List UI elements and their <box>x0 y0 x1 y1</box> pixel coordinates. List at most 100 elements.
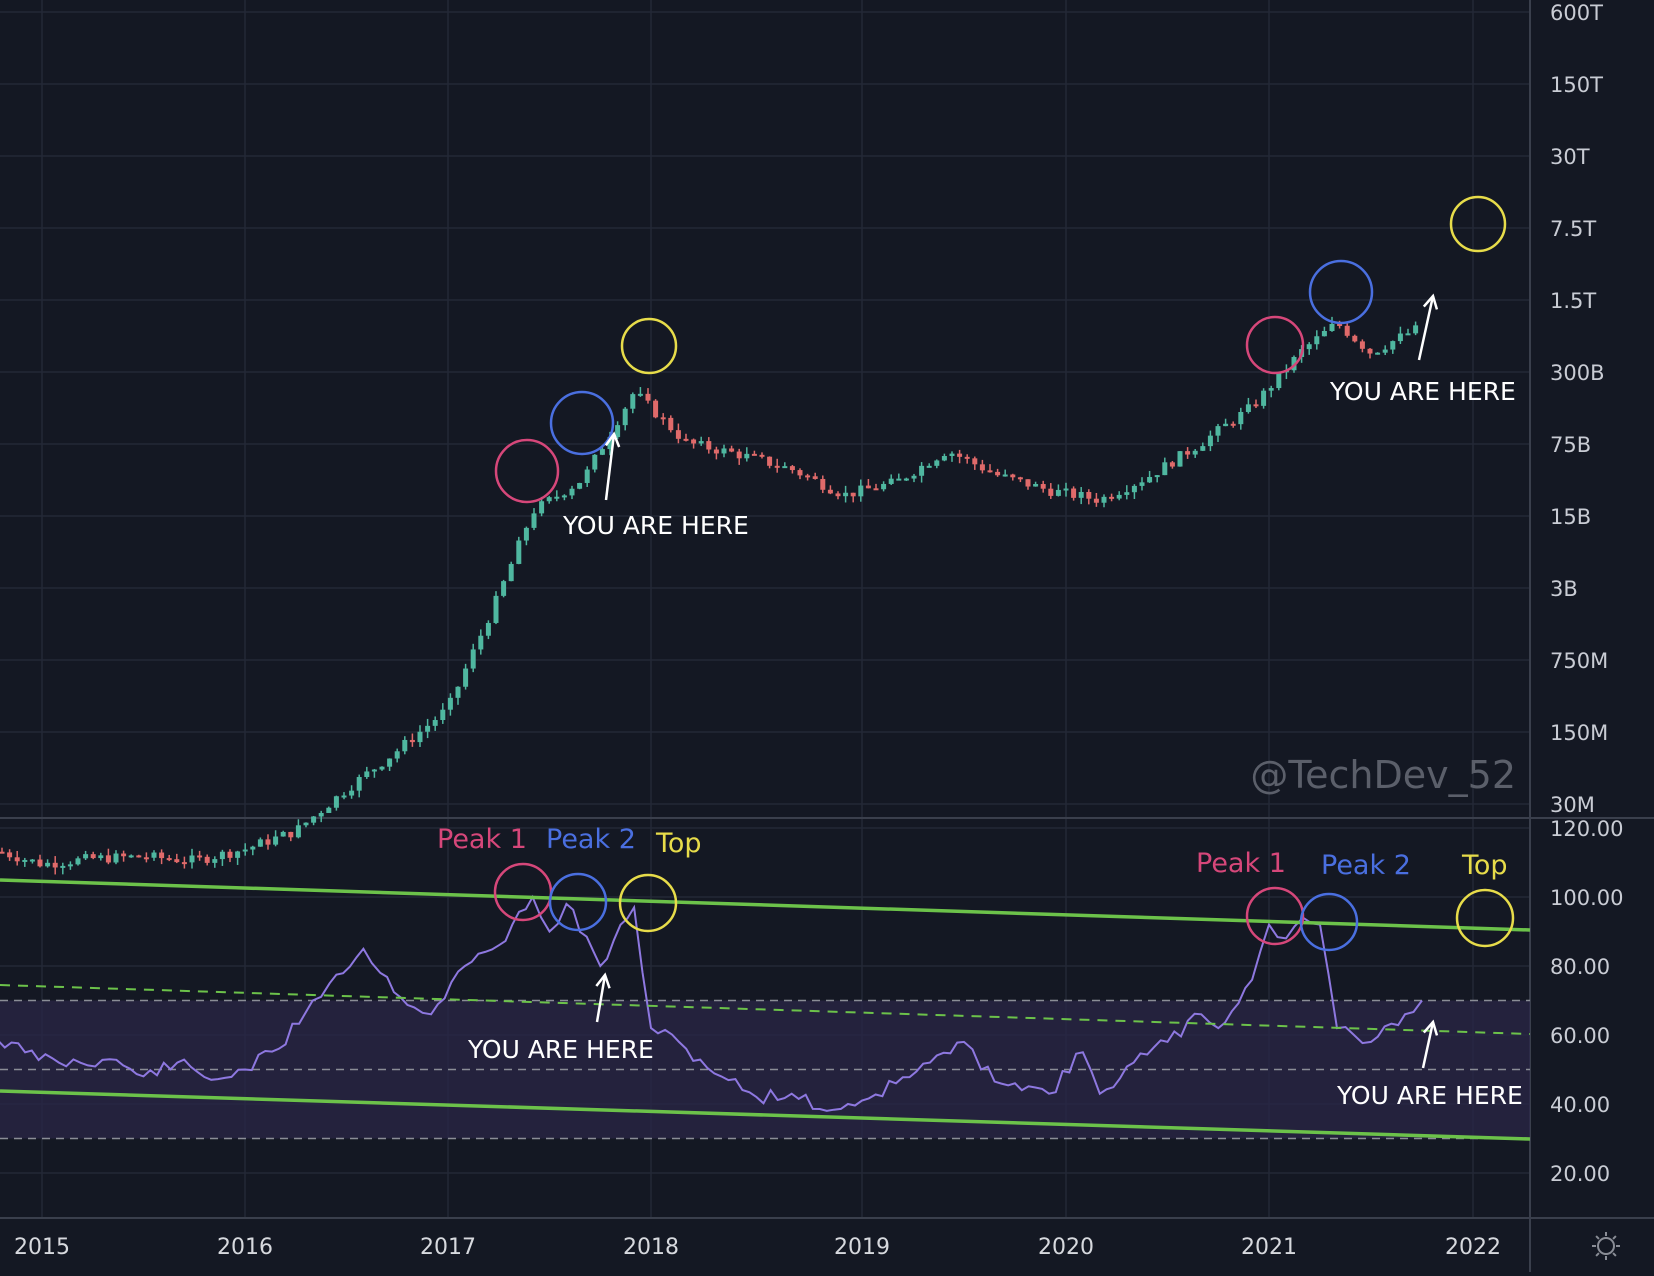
annotation-layer: YOU ARE HERE YOU ARE HERE Peak 1 Peak 2 Top P… <box>437 195 1523 1110</box>
candle-body <box>1192 450 1198 455</box>
candle-body <box>273 836 279 845</box>
candle-body <box>987 470 993 473</box>
price-tick-label: 30M <box>1550 793 1595 817</box>
candle-body <box>425 725 431 732</box>
candle-body <box>1139 482 1145 486</box>
candle-body <box>1245 404 1251 412</box>
peak1-label: Peak 1 <box>437 824 527 855</box>
oscillator-line <box>0 894 1423 1112</box>
candle-body <box>113 853 119 863</box>
candle-body <box>713 449 719 454</box>
candle-body <box>721 448 727 454</box>
candle-body <box>7 852 13 858</box>
candle-body <box>926 465 932 468</box>
price-tick-label: 7.5T <box>1550 217 1596 241</box>
candle-body <box>919 465 925 476</box>
candle-body <box>333 796 339 808</box>
candle-body <box>52 862 58 868</box>
you-are-here-arrow <box>1417 293 1439 361</box>
price-tick-label: 150T <box>1550 73 1603 97</box>
candle-body <box>14 857 20 862</box>
candle-body <box>645 393 651 401</box>
candle-body <box>1268 388 1274 391</box>
channel-upper-line <box>0 878 1531 932</box>
gear-tooth <box>1595 1235 1600 1240</box>
candle-body <box>599 449 605 455</box>
candle-body <box>478 635 484 650</box>
candle-body <box>219 851 225 860</box>
candle-body <box>1367 348 1373 354</box>
time-tick-label: 2017 <box>420 1235 476 1260</box>
candle-body <box>1276 371 1282 389</box>
candle-body <box>865 485 871 489</box>
candle-body <box>584 469 590 483</box>
peak2-circle <box>1308 259 1374 325</box>
settings-gear-icon[interactable] <box>1592 1232 1620 1260</box>
peak2-circle <box>549 390 615 456</box>
candle-body <box>181 862 187 865</box>
candle-body <box>455 686 461 698</box>
candle-body <box>1131 485 1137 493</box>
arrow-shaft <box>595 974 607 1023</box>
candle-body <box>1261 390 1267 406</box>
candle-body <box>1154 475 1160 478</box>
price-tick-label: 600T <box>1550 1 1603 25</box>
peak2-circle <box>548 872 608 932</box>
price-tick-label: 15B <box>1550 505 1591 529</box>
candle-body <box>1162 462 1168 476</box>
watermark: @TechDev_52 <box>1250 753 1516 797</box>
candle-body <box>212 859 218 863</box>
candle-body <box>1116 494 1122 499</box>
gear-ring <box>1597 1237 1615 1255</box>
you-are-here-label: YOU ARE HERE <box>467 1035 654 1064</box>
you-are-here-label: YOU ARE HERE <box>1336 1081 1523 1110</box>
candle-body <box>136 855 142 858</box>
candle-body <box>1390 341 1396 350</box>
channel-lower-line <box>0 1089 1531 1141</box>
candle-body <box>280 831 286 837</box>
candle-body <box>622 408 628 426</box>
candle-body <box>197 855 203 858</box>
candle-body <box>379 766 385 770</box>
oscillator-tick-label: 60.00 <box>1550 1024 1610 1048</box>
candle-body <box>485 622 491 636</box>
top-circle <box>618 873 678 933</box>
you-are-here-label: YOU ARE HERE <box>1329 377 1516 406</box>
candle-body <box>767 456 773 466</box>
top-circle <box>1455 888 1515 948</box>
candle-body <box>1169 462 1175 467</box>
candle-body <box>1071 488 1077 498</box>
candle-body <box>1344 325 1350 336</box>
candle-body <box>539 501 545 514</box>
candle-body <box>1397 333 1403 342</box>
candle-body <box>105 855 111 863</box>
candle-body <box>22 859 28 862</box>
oscillator-layer <box>0 878 1531 1141</box>
candle-body <box>523 527 529 541</box>
candle-body <box>949 453 955 457</box>
candle-body <box>729 448 735 452</box>
candle-body <box>242 849 248 852</box>
candle-body <box>1306 344 1312 350</box>
candle-body <box>1215 426 1221 436</box>
candle-body <box>189 855 195 863</box>
candle-body <box>630 394 636 409</box>
candle-body <box>1147 477 1153 483</box>
candle-body <box>607 437 613 450</box>
candle-body <box>75 858 81 865</box>
candle-body <box>447 697 453 710</box>
candle-body <box>1352 335 1358 342</box>
candle-body <box>934 460 940 466</box>
candle-body <box>45 862 51 867</box>
candle-body <box>546 497 552 502</box>
arrow-shaft <box>1417 295 1435 361</box>
candle-body <box>1063 488 1069 491</box>
top-label: Top <box>655 828 702 859</box>
peak1-circle <box>1245 315 1305 375</box>
time-tick-label: 2021 <box>1241 1235 1297 1260</box>
candle-body <box>858 485 864 497</box>
candle-body <box>554 496 560 499</box>
candle-body <box>159 852 165 859</box>
time-tick-label: 2018 <box>623 1235 679 1260</box>
